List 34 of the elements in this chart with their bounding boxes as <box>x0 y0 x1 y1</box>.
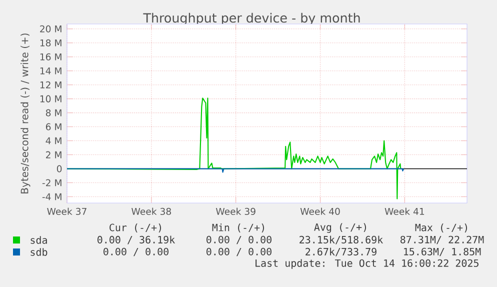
text: 87.31M/ 22.27M <box>400 236 484 244</box>
y-tick-label: 14 M <box>40 67 62 74</box>
y-tick-label: 4 M <box>46 137 62 144</box>
y-tick-label: 18 M <box>40 39 62 46</box>
text: 23.15k/518.69k <box>300 236 383 244</box>
y-tick-label: 0 <box>56 165 62 172</box>
y-tick-label: 16 M <box>40 53 62 60</box>
x-tick-label: Week 40 <box>300 208 340 215</box>
y-tick-label: 10 M <box>40 95 62 102</box>
text: Max (-/+) <box>415 224 467 232</box>
legend-label: sdb <box>30 248 48 256</box>
y-tick-label: 12 M <box>40 81 62 88</box>
x-tick-label: Week 37 <box>47 208 86 215</box>
text: 2.67k/733.79 <box>306 248 376 256</box>
x-tick-label: Week 41 <box>384 208 424 215</box>
text: 0.00 / 36.19k <box>98 236 175 244</box>
y-tick-label: 8 M <box>46 109 62 116</box>
text: Avg (-/+) <box>314 223 366 233</box>
y-tick-label: 6 M <box>46 123 62 130</box>
x-tick-label: Week 38 <box>132 208 171 215</box>
y-tick-label: 20 M <box>40 25 62 32</box>
y-tick-label: -2 M <box>42 179 62 186</box>
y-axis-title: Bytes/second read (-) / write (+) <box>20 34 30 194</box>
text: Cur (-/+) <box>110 224 161 232</box>
legend-label: sda <box>30 236 47 244</box>
x-tick-label: Week 39 <box>216 208 256 215</box>
text: Min (-/+) <box>212 224 264 232</box>
y-tick-label: -4 M <box>42 193 62 200</box>
y-tick-label: 2 M <box>46 151 62 158</box>
text: Last update: Tue Oct 14 16:00:22 2025 <box>256 259 478 269</box>
text: 15.63M/ 1.85M <box>404 248 481 256</box>
text: 0.00 / 0.00 <box>206 236 272 244</box>
text: 0.00 / 0.00 <box>206 248 272 256</box>
text: 0.00 / 0.00 <box>104 248 168 256</box>
